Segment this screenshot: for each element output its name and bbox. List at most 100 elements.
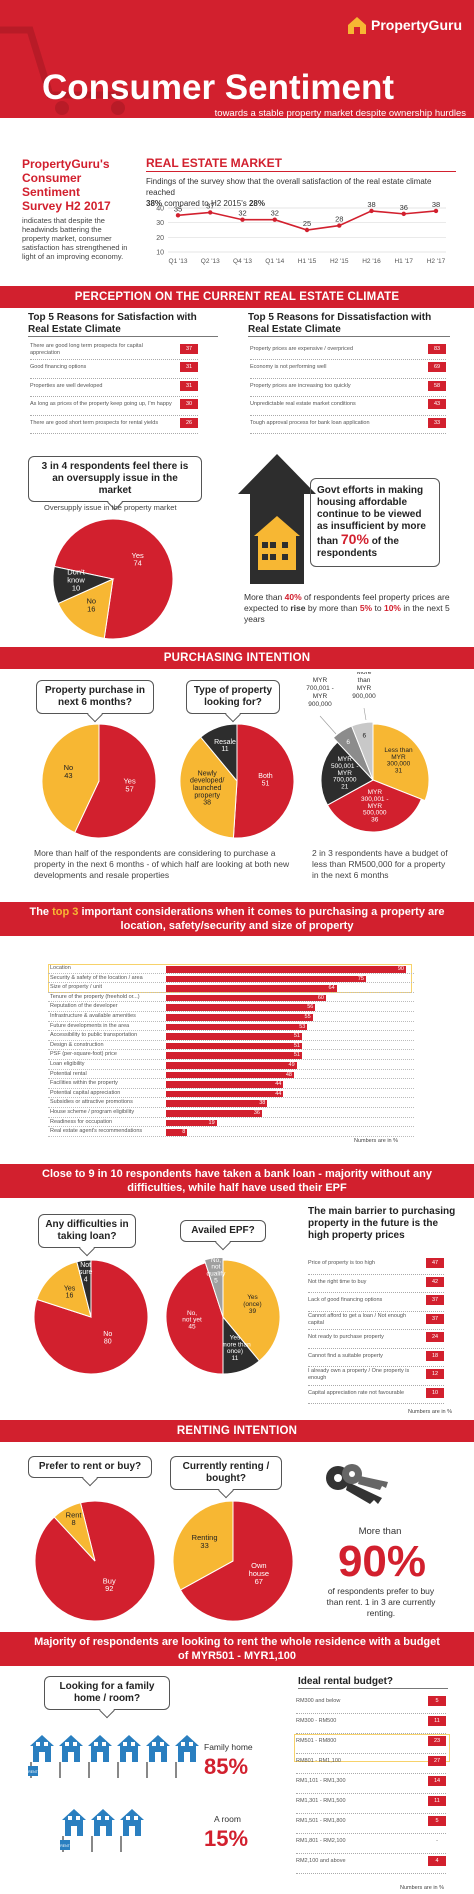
market-text: Findings of the survey show that the ove… bbox=[146, 176, 458, 209]
x-tick-label: H1 '17 bbox=[394, 258, 413, 265]
x-tick-label: Q4 '13 bbox=[233, 258, 252, 265]
slice-label: No, bbox=[187, 1310, 197, 1317]
data-label: 38 bbox=[432, 202, 440, 209]
bar-category-label: Size of property / unit bbox=[50, 984, 102, 991]
slice-label: sure bbox=[79, 1269, 93, 1276]
row-label: Property prices are increasing too quick… bbox=[250, 382, 351, 389]
market-pct-2017: 38% bbox=[146, 199, 163, 208]
slice-label: 700,000 bbox=[333, 777, 357, 784]
bar-category-label: Subsidies or attractive promotions bbox=[50, 1099, 133, 1106]
list-row: Properties are well developed 31 bbox=[30, 379, 198, 398]
slice-label: Yes bbox=[247, 1294, 258, 1301]
row-label: Economy is not performing well bbox=[250, 364, 327, 371]
market-pct-2015: 28% bbox=[248, 199, 265, 208]
budget-highlight-box bbox=[294, 1734, 450, 1762]
pie-slice bbox=[74, 723, 157, 839]
list-row: Tough approval process for bank loan app… bbox=[250, 416, 446, 434]
bar-row: House scheme / program eligibility 36 bbox=[48, 1108, 414, 1118]
row-label: I already own a property / One property … bbox=[308, 1368, 410, 1381]
list-row: RM501 - RM800 23 bbox=[296, 1734, 446, 1754]
list-row: I already own a property / One property … bbox=[308, 1367, 444, 1386]
row-value: 37 bbox=[180, 344, 198, 354]
slice-value: 39 bbox=[249, 1308, 257, 1315]
row-label: Properties are well developed bbox=[30, 382, 103, 389]
slice-label: 300,001 - bbox=[361, 796, 388, 803]
bar-row: Design & construction 51 bbox=[48, 1041, 414, 1051]
govt-text-a: Govt efforts in making housing affordabl… bbox=[317, 485, 426, 547]
data-point bbox=[401, 211, 406, 217]
row-value: 5 bbox=[428, 1696, 446, 1706]
house-logo-icon bbox=[347, 17, 366, 34]
data-point bbox=[272, 217, 277, 222]
house-icon bbox=[59, 1735, 83, 1778]
pie-slice bbox=[33, 1259, 149, 1375]
y-tick-label: 20 bbox=[156, 235, 164, 242]
bar: 60 bbox=[166, 994, 326, 1002]
slice-label: Newly bbox=[198, 770, 218, 777]
y-tick-label: 30 bbox=[156, 220, 164, 227]
row-label: Price of property is too high bbox=[308, 1260, 375, 1266]
callout-label: MYR bbox=[313, 693, 328, 700]
dissatisfaction-title: Top 5 Reasons for Dissatisfaction with R… bbox=[248, 312, 450, 337]
x-tick-label: H1 '15 bbox=[298, 258, 317, 265]
data-label: 25 bbox=[303, 219, 311, 228]
slice-value: 4 bbox=[84, 1277, 88, 1284]
row-value: 4 bbox=[428, 1856, 446, 1866]
slice-value: 11 bbox=[232, 1355, 239, 1362]
row-value: 11 bbox=[428, 1796, 446, 1806]
bar-value-label: 51 bbox=[293, 1052, 300, 1059]
pie-slice bbox=[52, 565, 115, 605]
perception-band: PERCEPTION ON THE CURRENT REAL ESTATE CL… bbox=[0, 286, 474, 308]
slice-label: qualify bbox=[207, 1270, 227, 1277]
slice-label: Less than bbox=[384, 747, 413, 754]
slice-value: 6 bbox=[362, 733, 366, 740]
price-rise-text: More than 40% of respondents feel proper… bbox=[244, 592, 454, 625]
slice-label: 300,000 bbox=[387, 761, 411, 768]
row-value: - bbox=[436, 1838, 438, 1844]
bar: 19 bbox=[166, 1119, 217, 1127]
slice-value: 43 bbox=[64, 771, 72, 780]
data-point bbox=[240, 217, 245, 222]
slice-label: MYR bbox=[338, 770, 353, 777]
slice-label: Yes bbox=[132, 551, 144, 560]
row-label: There are good short term prospects for … bbox=[30, 419, 159, 426]
row-label: RM801 - RM1,100 bbox=[296, 1758, 341, 1764]
bar-value-label: 44 bbox=[275, 1090, 282, 1097]
rise-word: rise bbox=[290, 603, 306, 613]
pie-slice bbox=[372, 723, 430, 802]
list-row: Good financing options 31 bbox=[30, 360, 198, 379]
bar-row: Location 90 bbox=[48, 964, 414, 974]
data-label: 35 bbox=[174, 204, 182, 213]
list-row: RM801 - RM1,100 27 bbox=[296, 1754, 446, 1774]
row-value: 37 bbox=[426, 1313, 444, 1324]
callout-line bbox=[319, 715, 337, 735]
slice-label: Yes bbox=[123, 777, 135, 786]
row-value: 26 bbox=[180, 417, 198, 428]
row-label: There are good long term prospects for c… bbox=[30, 343, 143, 356]
page-subtitle-visible: towards a stable property market despite… bbox=[214, 108, 466, 119]
keys-icon bbox=[326, 1464, 388, 1504]
pie-slice bbox=[53, 1502, 96, 1562]
brand-logo[interactable]: PropertyGuru bbox=[346, 14, 462, 36]
renting-more-than: More than bbox=[358, 1526, 402, 1537]
pie-slice bbox=[326, 779, 422, 833]
family-room-question: Looking for a family home / room? bbox=[44, 1676, 170, 1710]
rise-hi: 10% bbox=[383, 603, 401, 613]
slice-value: 45 bbox=[188, 1323, 196, 1330]
x-tick-label: Q2 '13 bbox=[201, 258, 220, 265]
slice-value: 31 bbox=[395, 767, 403, 774]
budget-title: Ideal rental budget? bbox=[298, 1676, 448, 1689]
pie-slice bbox=[320, 741, 374, 806]
bar: 51 bbox=[166, 1033, 302, 1040]
row-label: Good financing options bbox=[30, 364, 87, 371]
slice-value: 92 bbox=[105, 1584, 113, 1593]
slice-label: know bbox=[67, 576, 85, 585]
bar-value-label: 75 bbox=[357, 975, 364, 982]
row-value: 11 bbox=[428, 1716, 446, 1726]
list-row: Cannot find a suitable property 18 bbox=[308, 1349, 444, 1367]
bar-row: Size of property / unit 64 bbox=[48, 983, 414, 993]
bar-row: Reputation of the developer 56 bbox=[48, 1002, 414, 1012]
row-value: 31 bbox=[180, 380, 198, 391]
slice-label: (once) bbox=[243, 1301, 261, 1308]
